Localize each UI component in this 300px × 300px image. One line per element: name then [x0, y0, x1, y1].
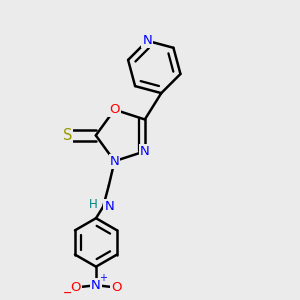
- Text: N: N: [142, 34, 152, 47]
- Text: N: N: [104, 200, 114, 213]
- Text: O: O: [109, 103, 120, 116]
- Text: O: O: [111, 281, 122, 294]
- Text: N: N: [110, 155, 119, 168]
- Text: N: N: [140, 145, 150, 158]
- Text: H: H: [89, 198, 98, 211]
- Text: +: +: [99, 273, 107, 283]
- Text: O: O: [70, 281, 81, 294]
- Text: −: −: [63, 288, 72, 298]
- Text: S: S: [63, 128, 72, 143]
- Text: N: N: [91, 279, 101, 292]
